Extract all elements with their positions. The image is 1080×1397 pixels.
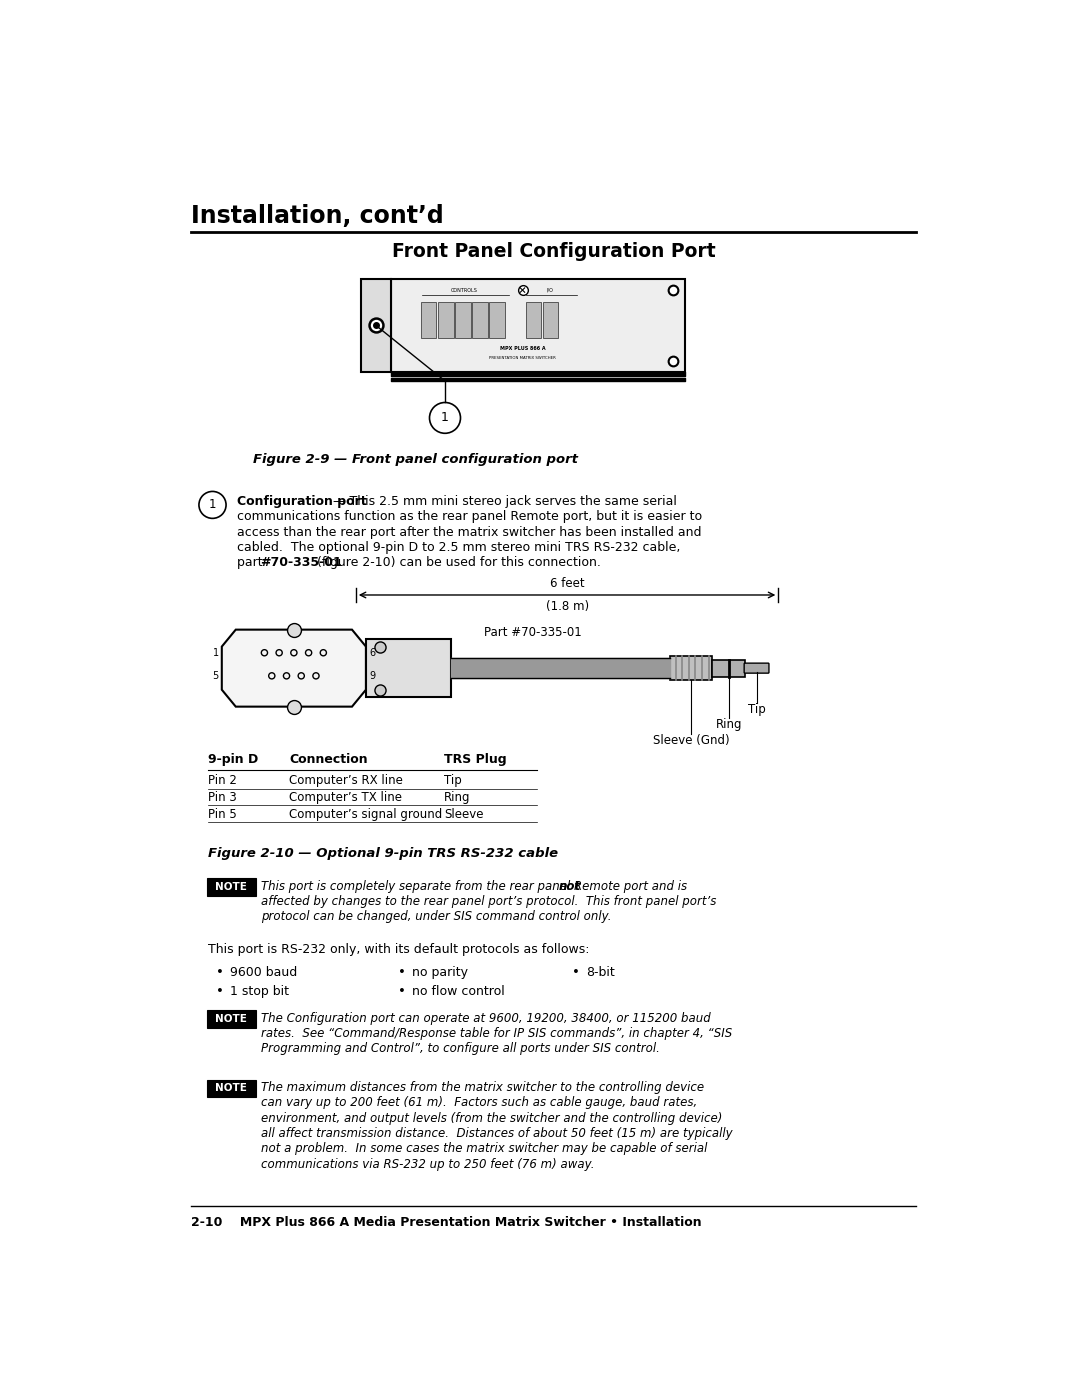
FancyBboxPatch shape [366,640,451,697]
Text: Ring: Ring [444,791,471,803]
Text: Figure 2-10 — Optional 9-pin TRS RS-232 cable: Figure 2-10 — Optional 9-pin TRS RS-232 … [207,847,558,861]
Text: protocol can be changed, under SIS command control only.: protocol can be changed, under SIS comma… [260,911,611,923]
Text: — This 2.5 mm mini stereo jack serves the same serial: — This 2.5 mm mini stereo jack serves th… [328,495,677,509]
Text: communications function as the rear panel Remote port, but it is easier to: communications function as the rear pane… [238,510,702,524]
Text: PRESENTATION MATRIX SWITCHER: PRESENTATION MATRIX SWITCHER [489,356,556,360]
Text: TRS Plug: TRS Plug [444,753,507,766]
Text: Front Panel Configuration Port: Front Panel Configuration Port [392,242,715,261]
FancyBboxPatch shape [744,664,769,673]
FancyBboxPatch shape [526,302,541,338]
Text: all affect transmission distance.  Distances of about 50 feet (15 m) are typical: all affect transmission distance. Distan… [260,1127,732,1140]
Text: 1 stop bit: 1 stop bit [230,985,288,997]
Text: Ring: Ring [716,718,743,731]
FancyBboxPatch shape [670,655,713,680]
Text: Programming and Control”, to configure all ports under SIS control.: Programming and Control”, to configure a… [260,1042,660,1055]
FancyBboxPatch shape [455,302,471,338]
Text: MPX PLUS 866 A: MPX PLUS 866 A [500,346,545,351]
Text: •: • [216,965,224,979]
FancyBboxPatch shape [472,302,488,338]
FancyBboxPatch shape [362,279,391,372]
Text: Tip: Tip [747,703,766,715]
Text: NOTE: NOTE [215,1014,247,1024]
Polygon shape [221,630,366,707]
Text: This port is RS-232 only, with its default protocols as follows:: This port is RS-232 only, with its defau… [207,943,590,956]
Text: 6: 6 [369,648,375,658]
Text: 1: 1 [213,648,218,658]
Text: Sleeve (Gnd): Sleeve (Gnd) [652,733,729,746]
Text: affected by changes to the rear panel port’s protocol.  This front panel port’s: affected by changes to the rear panel po… [260,895,716,908]
Text: communications via RS-232 up to 250 feet (76 m) away.: communications via RS-232 up to 250 feet… [260,1158,594,1171]
Text: Computer’s RX line: Computer’s RX line [289,774,403,788]
FancyBboxPatch shape [391,279,685,372]
Text: 9600 baud: 9600 baud [230,965,297,979]
Text: environment, and output levels (from the switcher and the controlling device): environment, and output levels (from the… [260,1112,721,1125]
Text: Sleeve: Sleeve [444,807,484,820]
Text: NOTE: NOTE [215,1083,247,1094]
Text: access than the rear port after the matrix switcher has been installed and: access than the rear port after the matr… [238,525,702,539]
Text: This port is completely separate from the rear panel Remote port and is: This port is completely separate from th… [260,880,690,893]
Text: NOTE: NOTE [215,882,247,893]
Text: 1: 1 [441,411,449,425]
Text: not a problem.  In some cases the matrix switcher may be capable of serial: not a problem. In some cases the matrix … [260,1143,707,1155]
Text: Computer’s signal ground: Computer’s signal ground [289,807,443,820]
Text: (figure 2-10) can be used for this connection.: (figure 2-10) can be used for this conne… [313,556,602,570]
Text: Figure 2-9 — Front panel configuration port: Figure 2-9 — Front panel configuration p… [253,453,578,465]
Text: Connection: Connection [289,753,368,766]
FancyBboxPatch shape [421,302,436,338]
Text: not: not [559,880,581,893]
Text: Pin 2: Pin 2 [207,774,237,788]
Text: 6 feet: 6 feet [550,577,584,590]
Text: 5: 5 [213,671,218,680]
Text: The Configuration port can operate at 9600, 19200, 38400, or 115200 baud: The Configuration port can operate at 96… [260,1011,711,1024]
Text: •: • [216,985,224,997]
Text: (1.8 m): (1.8 m) [545,599,589,613]
Text: 9-pin D: 9-pin D [207,753,258,766]
Text: part: part [238,556,267,570]
Text: 8-bit: 8-bit [586,965,615,979]
Text: •: • [397,985,406,997]
Text: Tip: Tip [444,774,462,788]
Text: I/O: I/O [546,288,553,292]
FancyBboxPatch shape [713,659,745,676]
FancyBboxPatch shape [206,1010,256,1028]
FancyBboxPatch shape [438,302,454,338]
Text: #70-335-01: #70-335-01 [260,556,342,570]
Text: can vary up to 200 feet (61 m).  Factors such as cable gauge, baud rates,: can vary up to 200 feet (61 m). Factors … [260,1097,697,1109]
Text: 9: 9 [369,671,375,680]
Text: 1: 1 [208,499,216,511]
FancyBboxPatch shape [542,302,558,338]
Text: Configuration port: Configuration port [238,495,367,509]
Text: The maximum distances from the matrix switcher to the controlling device: The maximum distances from the matrix sw… [260,1081,704,1094]
Text: 2-10    MPX Plus 866 A Media Presentation Matrix Switcher • Installation: 2-10 MPX Plus 866 A Media Presentation M… [191,1217,701,1229]
Text: Computer’s TX line: Computer’s TX line [289,791,402,803]
Text: Pin 3: Pin 3 [207,791,237,803]
Text: Part #70-335-01: Part #70-335-01 [484,626,581,638]
Text: •: • [572,965,580,979]
FancyBboxPatch shape [206,879,256,895]
FancyBboxPatch shape [206,1080,256,1097]
Text: no parity: no parity [411,965,468,979]
Text: rates.  See “Command/Response table for IP SIS commands”, in chapter 4, “SIS: rates. See “Command/Response table for I… [260,1027,732,1039]
Text: CONTROLS: CONTROLS [451,288,477,292]
Text: no flow control: no flow control [411,985,504,997]
Text: cabled.  The optional 9-pin D to 2.5 mm stereo mini TRS RS-232 cable,: cabled. The optional 9-pin D to 2.5 mm s… [238,541,680,555]
Text: •: • [397,965,406,979]
Text: Installation, cont’d: Installation, cont’d [191,204,444,228]
FancyBboxPatch shape [489,302,504,338]
Text: Pin 5: Pin 5 [207,807,237,820]
